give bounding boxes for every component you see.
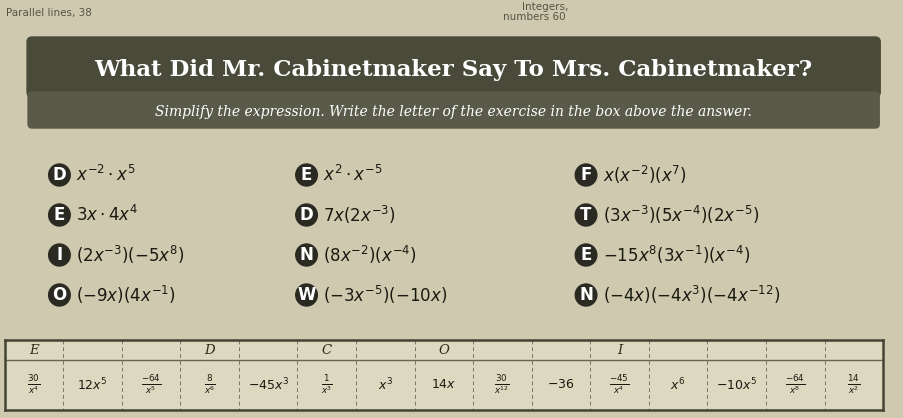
Text: T: T (580, 206, 591, 224)
Text: E: E (29, 344, 39, 357)
Text: O: O (438, 344, 449, 357)
FancyBboxPatch shape (28, 92, 879, 128)
Text: $(8x^{-2})(x^{-4})$: $(8x^{-2})(x^{-4})$ (323, 244, 416, 266)
Text: $3x \cdot 4x^4$: $3x \cdot 4x^4$ (76, 205, 138, 225)
Text: $-36$: $-36$ (546, 379, 574, 392)
Text: $\frac{-45}{x^4}$: $\frac{-45}{x^4}$ (609, 373, 629, 397)
Text: $(3x^{-3})(5x^{-4})(2x^{-5})$: $(3x^{-3})(5x^{-4})(2x^{-5})$ (602, 204, 758, 226)
Text: $(2x^{-3})(-5x^8)$: $(2x^{-3})(-5x^8)$ (76, 244, 184, 266)
Text: Simplify the expression. Write the letter of the exercise in the box above the a: Simplify the expression. Write the lette… (155, 105, 751, 119)
Text: $\frac{14}{x^2}$: $\frac{14}{x^2}$ (846, 373, 860, 397)
Text: I: I (616, 344, 621, 357)
Text: C: C (321, 344, 331, 357)
Text: $\frac{8}{x^6}$: $\frac{8}{x^6}$ (203, 373, 215, 397)
Text: D: D (204, 344, 215, 357)
Circle shape (574, 244, 596, 266)
Text: $\frac{-64}{x^5}$: $\frac{-64}{x^5}$ (141, 373, 161, 397)
Text: $x^2 \cdot x^{-5}$: $x^2 \cdot x^{-5}$ (323, 165, 382, 185)
Circle shape (295, 164, 317, 186)
Circle shape (49, 204, 70, 226)
Circle shape (295, 204, 317, 226)
Text: E: E (53, 206, 65, 224)
Text: $(-3x^{-5})(-10x)$: $(-3x^{-5})(-10x)$ (323, 284, 447, 306)
Text: $-15x^8(3x^{-1})(x^{-4})$: $-15x^8(3x^{-1})(x^{-4})$ (602, 244, 749, 266)
Circle shape (49, 164, 70, 186)
Text: O: O (52, 286, 67, 304)
Circle shape (295, 284, 317, 306)
Text: numbers 60: numbers 60 (502, 12, 564, 22)
Text: $(-4x)(-4x^3)(-4x^{-12})$: $(-4x)(-4x^3)(-4x^{-12})$ (602, 284, 779, 306)
Circle shape (574, 164, 596, 186)
Text: What Did Mr. Cabinetmaker Say To Mrs. Cabinetmaker?: What Did Mr. Cabinetmaker Say To Mrs. Ca… (95, 59, 812, 81)
Text: $x(x^{-2})(x^7)$: $x(x^{-2})(x^7)$ (602, 164, 685, 186)
Text: $-10x^5$: $-10x^5$ (715, 377, 757, 393)
Text: $-45x^3$: $-45x^3$ (247, 377, 288, 393)
Circle shape (49, 284, 70, 306)
FancyBboxPatch shape (27, 37, 880, 97)
Text: N: N (579, 286, 592, 304)
Text: $(-9x)(4x^{-1})$: $(-9x)(4x^{-1})$ (76, 284, 176, 306)
Circle shape (49, 244, 70, 266)
Bar (5, 340, 882, 410)
Text: $12x^5$: $12x^5$ (77, 377, 107, 393)
Text: $x^{-2} \cdot x^5$: $x^{-2} \cdot x^5$ (76, 165, 135, 185)
Circle shape (574, 204, 596, 226)
Text: I: I (56, 246, 62, 264)
Text: Parallel lines, 38: Parallel lines, 38 (5, 8, 91, 18)
Text: $7x(2x^{-3})$: $7x(2x^{-3})$ (323, 204, 396, 226)
Text: $\frac{30}{x^4}$: $\frac{30}{x^4}$ (27, 373, 41, 397)
Circle shape (295, 244, 317, 266)
Text: E: E (580, 246, 591, 264)
Text: E: E (301, 166, 312, 184)
Text: $x^3$: $x^3$ (377, 377, 393, 393)
Text: $\frac{30}{x^{12}}$: $\frac{30}{x^{12}}$ (494, 373, 510, 397)
Text: F: F (580, 166, 591, 184)
Text: D: D (52, 166, 66, 184)
Text: $\frac{1}{x^3}$: $\frac{1}{x^3}$ (321, 373, 332, 397)
Text: Integers,: Integers, (522, 2, 568, 12)
Text: $14x$: $14x$ (431, 379, 456, 392)
Text: N: N (299, 246, 313, 264)
Text: $\frac{-64}{x^8}$: $\frac{-64}{x^8}$ (784, 373, 805, 397)
Text: D: D (300, 206, 313, 224)
Circle shape (574, 284, 596, 306)
Text: $x^6$: $x^6$ (670, 377, 685, 393)
Text: W: W (297, 286, 315, 304)
